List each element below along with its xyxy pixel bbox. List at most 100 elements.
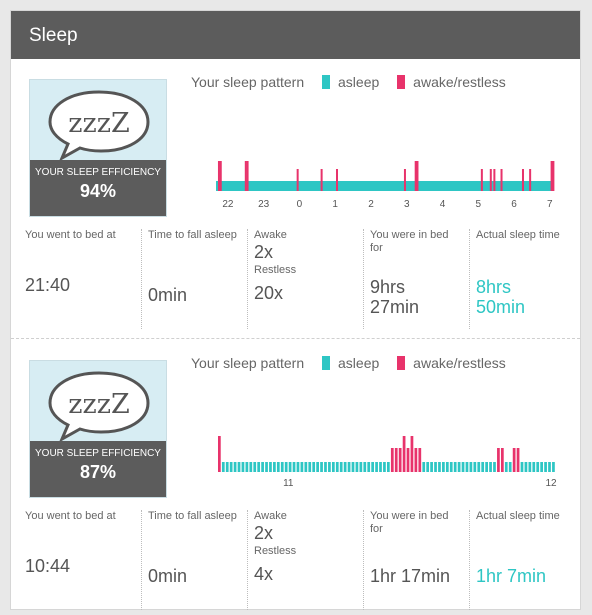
- awake-mark: [246, 161, 249, 191]
- fall-label: Time to fall asleep: [148, 510, 237, 522]
- bubble-text: zzzZ: [68, 389, 129, 420]
- restless-label: Restless: [254, 264, 297, 276]
- stat-actual-sleep: Actual sleep time 8hrs 50min: [469, 229, 566, 329]
- awake-mark: [529, 169, 532, 191]
- asleep-swatch: [322, 75, 331, 89]
- asleep-bar: [304, 462, 308, 472]
- awake-mark: [500, 448, 504, 472]
- sleep-record-1: zzzZ YOUR SLEEP EFFICIENCY 94% Your slee…: [11, 59, 580, 339]
- asleep-bar: [540, 462, 544, 472]
- legend-awake: awake/restless: [413, 355, 506, 371]
- asleep-bar: [249, 462, 253, 472]
- asleep-bar: [331, 462, 335, 472]
- awake-mark: [218, 436, 221, 472]
- asleep-bar: [253, 462, 257, 472]
- asleep-bar: [445, 462, 449, 472]
- asleep-bar: [359, 462, 363, 472]
- awake-mark: [406, 448, 410, 472]
- asleep-bar: [273, 462, 276, 472]
- awake-mark: [418, 448, 422, 472]
- awake-mark: [497, 448, 500, 472]
- asleep-bar: [508, 462, 512, 472]
- asleep-bar: [320, 462, 323, 472]
- asleep-bar: [347, 462, 351, 472]
- sleep-panel: Sleep zzzZ YOUR SLEEP EFFICIENCY 94% You…: [10, 10, 581, 610]
- asleep-bar: [481, 462, 485, 472]
- asleep-bar: [288, 462, 292, 472]
- actual-value: 1hr 7min: [476, 566, 547, 586]
- awake-label: Awake: [254, 229, 287, 241]
- awake-mark: [493, 169, 496, 191]
- awake-mark: [516, 448, 520, 472]
- stat-in-bed: You were in bed for 9hrs 27min: [363, 229, 469, 329]
- awake-mark: [500, 169, 503, 191]
- asleep-bar: [328, 462, 331, 472]
- awake-mark: [414, 448, 418, 472]
- fall-value: 0min: [148, 285, 188, 305]
- asleep-bar: [245, 462, 249, 472]
- bed-label: You went to bed at: [25, 229, 116, 241]
- awake-value: 2x: [254, 242, 274, 262]
- asleep-bar: [461, 462, 465, 472]
- inbed-label: You were in bed for: [370, 510, 449, 535]
- asleep-bar: [335, 462, 339, 472]
- asleep-bar: [524, 462, 528, 472]
- x-tick-label: 3: [404, 199, 410, 210]
- awake-mark: [414, 161, 417, 191]
- efficiency-label: YOUR SLEEP EFFICIENCY: [35, 448, 161, 459]
- asleep-bar: [265, 462, 268, 472]
- fall-value: 0min: [148, 566, 188, 586]
- speech-bubble-icon: zzzZ: [48, 90, 150, 162]
- inbed-label: You were in bed for: [370, 229, 449, 254]
- asleep-bar: [284, 462, 288, 472]
- efficiency-value: 87%: [79, 462, 117, 482]
- asleep-bar: [351, 462, 355, 472]
- asleep-bar: [363, 462, 367, 472]
- asleep-bar: [229, 462, 233, 472]
- asleep-bar: [269, 462, 272, 472]
- asleep-bar: [225, 462, 229, 472]
- asleep-bar: [292, 462, 296, 472]
- asleep-bar: [430, 462, 433, 472]
- stat-fall-asleep: Time to fall asleep 0min: [141, 510, 247, 610]
- awake-mark: [244, 161, 247, 191]
- awake-mark: [390, 448, 394, 472]
- asleep-bar: [426, 462, 430, 472]
- awake-mark: [489, 169, 492, 191]
- asleep-bar: [532, 462, 536, 472]
- awake-mark: [521, 169, 524, 191]
- stats-row: You went to bed at 10:44 Time to fall as…: [25, 510, 566, 614]
- asleep-bar: [449, 462, 453, 472]
- x-tick-label: 11: [283, 478, 294, 489]
- asleep-bar: [520, 462, 524, 472]
- asleep-bar: [237, 462, 241, 472]
- x-tick-label: 4: [440, 199, 446, 210]
- asleep-bar: [375, 462, 378, 472]
- efficiency-box: YOUR SLEEP EFFICIENCY 94%: [30, 160, 166, 216]
- bed-value: 10:44: [25, 556, 71, 576]
- sleep-pattern-chart: 11 12: [218, 436, 557, 489]
- x-tick-label: 0: [297, 199, 303, 210]
- asleep-bar: [355, 462, 359, 472]
- record-divider: [11, 338, 580, 339]
- actual-label: Actual sleep time: [476, 510, 560, 522]
- asleep-bar: [477, 462, 481, 472]
- asleep-swatch: [322, 356, 331, 370]
- chart-legend: Your sleep pattern asleep awake/restless: [191, 74, 506, 90]
- awake-mark: [410, 436, 414, 472]
- awake-mark: [217, 161, 220, 191]
- efficiency-value: 94%: [79, 181, 117, 201]
- awake-value: 2x: [254, 523, 274, 543]
- bed-value: 21:40: [25, 275, 71, 295]
- panel-title: Sleep: [29, 25, 78, 46]
- awake-mark: [320, 169, 323, 191]
- asleep-bar: [552, 462, 555, 472]
- awake-mark: [398, 448, 402, 472]
- x-tick-label: 5: [475, 199, 481, 210]
- asleep-bar: [457, 462, 461, 472]
- sleep-pattern-chart: 22 23 0 1 2 3 4 5 6 7: [216, 161, 555, 210]
- asleep-bar: [434, 462, 437, 472]
- legend-asleep: asleep: [338, 355, 380, 371]
- asleep-bar: [465, 462, 469, 472]
- asleep-bar: [504, 462, 508, 472]
